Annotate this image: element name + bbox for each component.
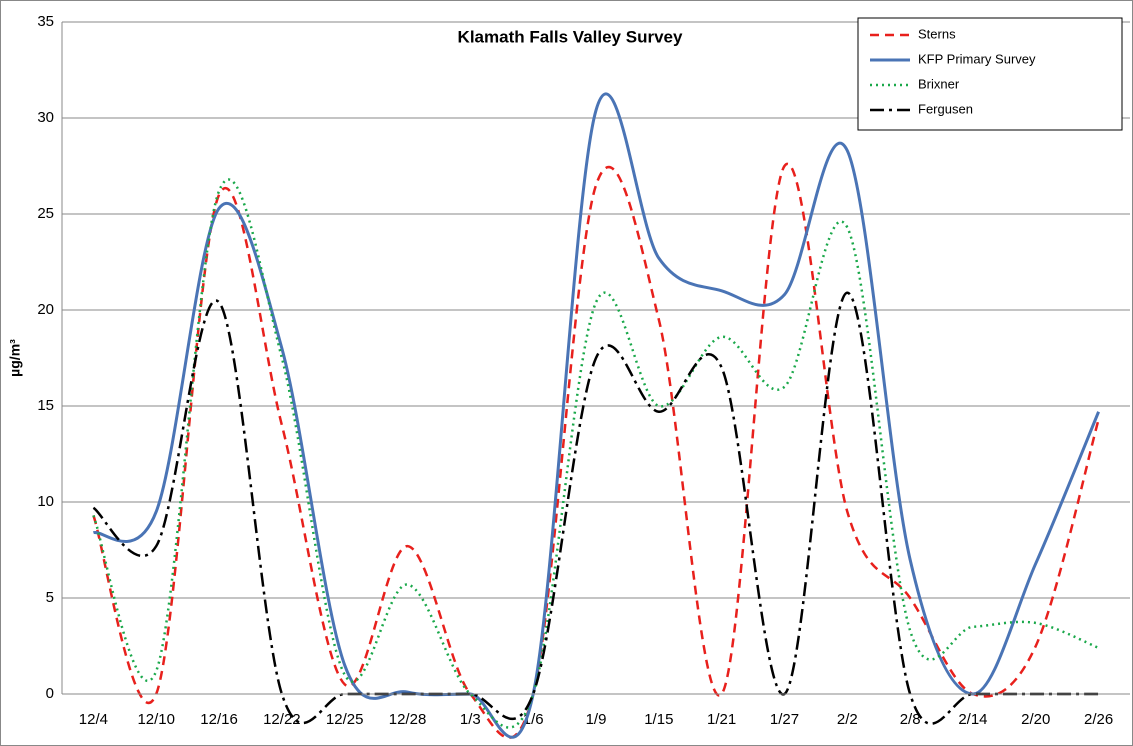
x-tick-label: 2/26 <box>1084 711 1113 728</box>
x-tick-label: 12/4 <box>79 711 108 728</box>
y-tick-label: 0 <box>46 685 54 702</box>
x-tick-label: 1/21 <box>707 711 736 728</box>
x-tick-label: 2/20 <box>1021 711 1050 728</box>
x-tick-label: 12/22 <box>263 711 301 728</box>
x-tick-label: 12/10 <box>137 711 175 728</box>
y-tick-label: 5 <box>46 589 54 606</box>
chart-title: Klamath Falls Valley Survey <box>458 27 683 46</box>
y-tick-label: 30 <box>37 109 54 126</box>
y-tick-label: 25 <box>37 205 54 222</box>
x-tick-label: 1/15 <box>644 711 673 728</box>
series-line <box>92 178 1100 729</box>
y-tick-label: 20 <box>37 301 54 318</box>
series-line <box>92 92 1100 739</box>
legend-label: Brixner <box>918 76 960 91</box>
y-tick-label: 10 <box>37 493 54 510</box>
x-tick-label: 1/27 <box>770 711 799 728</box>
y-tick-label: 15 <box>37 397 54 414</box>
x-tick-label: 12/28 <box>389 711 427 728</box>
legend-label: Fergusen <box>918 101 973 116</box>
x-tick-label: 12/25 <box>326 711 364 728</box>
y-tick-label: 35 <box>37 13 54 30</box>
x-tick-label: 12/16 <box>200 711 238 728</box>
series-line <box>92 162 1100 739</box>
x-tick-label: 2/8 <box>900 711 921 728</box>
x-tick-label: 2/14 <box>958 711 987 728</box>
legend-box <box>857 17 1123 131</box>
x-tick-label: 1/3 <box>460 711 481 728</box>
legend-label: Sterns <box>918 26 956 41</box>
y-axis-label: µg/m³ <box>7 339 23 377</box>
x-tick-label: 2/2 <box>837 711 858 728</box>
legend-label: KFP Primary Survey <box>918 51 1036 66</box>
x-tick-label: 1/9 <box>586 711 607 728</box>
